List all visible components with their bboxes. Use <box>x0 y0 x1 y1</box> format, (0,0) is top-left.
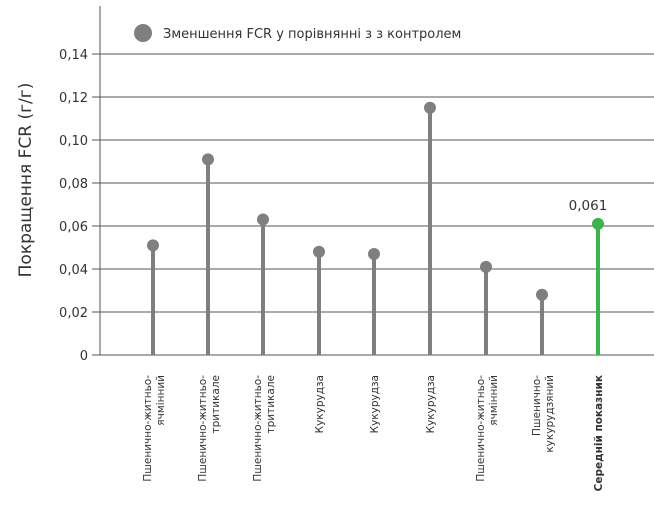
y-tick-label: 0,04 <box>59 263 88 278</box>
category-label: Середній показник <box>593 375 605 491</box>
category-label-line: Пшенично-житньо- <box>252 375 264 482</box>
category-label-line: Пшенично- <box>531 375 543 436</box>
lollipop-dot <box>368 247 380 260</box>
y-tick-labels: 0 0,02 0,04 0,06 0,08 0,10 0,12 0,14 <box>59 48 88 364</box>
category-labels: Пшенично-житньо-ячмінний Пшенично-житньо-… <box>142 375 605 492</box>
category-label: Пшенично-житньо-тритикале <box>197 375 222 482</box>
y-tick-label: 0,06 <box>59 220 88 235</box>
category-label: Пшенично-житньо-ячмінний <box>475 375 500 482</box>
y-tick-label: 0,02 <box>59 306 88 321</box>
data-marks <box>147 101 604 355</box>
y-tick-label: 0,10 <box>59 134 88 149</box>
y-axis-label: Покращення FCR (г/г) <box>16 83 36 278</box>
category-label-line: Пшенично-житньо- <box>197 375 209 482</box>
category-label-line: тритикале <box>265 375 277 434</box>
category-label-line: ячмінний <box>488 375 500 426</box>
legend-marker <box>134 24 152 42</box>
category-label: Пшенично-кукурудзяний <box>531 375 556 453</box>
lollipop-dot <box>313 245 325 258</box>
lollipop-dot <box>257 213 269 226</box>
category-label-line: Пшенично-житньо- <box>142 375 154 482</box>
average-value-label: 0,061 <box>569 198 608 214</box>
category-label: Пшенично-житньо-тритикале <box>252 375 277 482</box>
category-label-line: Кукурудза <box>314 375 326 433</box>
y-tick-label: 0 <box>80 349 88 364</box>
lollipop-dot <box>592 217 604 230</box>
lollipop-dot <box>147 239 159 252</box>
legend: Зменшення FCR у порівнянні з з контролем <box>134 24 461 42</box>
lollipop-dot <box>202 153 214 166</box>
legend-label: Зменшення FCR у порівнянні з з контролем <box>163 27 461 42</box>
y-tick-label: 0,12 <box>59 91 88 106</box>
category-label: Кукурудза <box>369 375 381 433</box>
lollipop-dot <box>424 101 436 114</box>
category-label-line: ячмінний <box>155 375 167 426</box>
category-label: Кукурудза <box>314 375 326 433</box>
y-tick-label: 0,08 <box>59 177 88 192</box>
category-label-line: Пшенично-житньо- <box>475 375 487 482</box>
category-label-line: Середній показник <box>593 375 605 491</box>
category-label: Кукурудза <box>425 375 437 433</box>
y-tick-label: 0,14 <box>59 48 88 63</box>
category-label-line: кукурудзяний <box>544 375 556 453</box>
category-label-line: Кукурудза <box>369 375 381 433</box>
category-label: Пшенично-житньо-ячмінний <box>142 375 167 482</box>
lollipop-dot <box>480 260 492 273</box>
category-label-line: тритикале <box>210 375 222 434</box>
category-label-line: Кукурудза <box>425 375 437 433</box>
lollipop-dot <box>536 288 548 301</box>
